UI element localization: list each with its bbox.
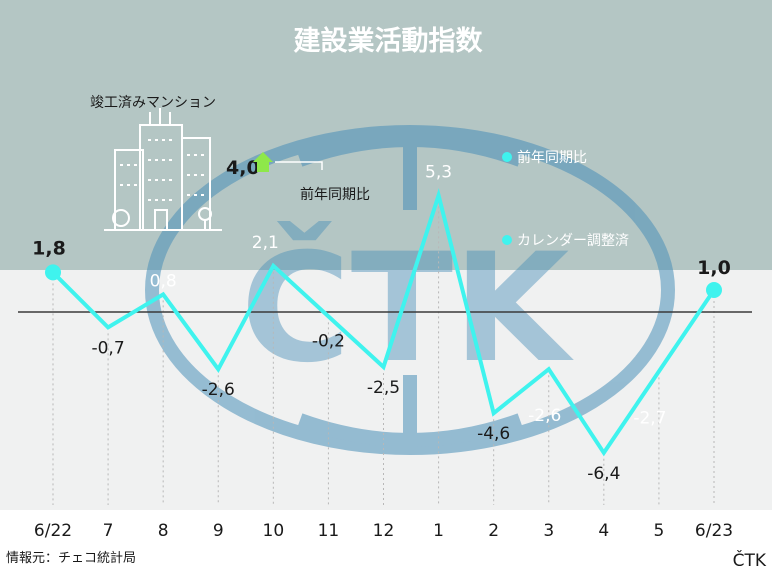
data-label-2: 0,8 (150, 271, 177, 291)
x-tick-label-1: 7 (103, 521, 114, 541)
legend-marker-calendar (502, 235, 512, 245)
inset-label: 竣工済みマンション (90, 95, 216, 111)
x-tick-label-7: 1 (433, 521, 444, 541)
legend-marker-yoy (502, 152, 512, 162)
series-yoy (51, 188, 716, 457)
x-tick-label-0: 6/22 (34, 521, 72, 541)
data-points (45, 264, 722, 298)
inset-callout-line (275, 161, 323, 170)
inset-arrow-up-icon (253, 152, 273, 172)
data-label-5: -0,2 (312, 331, 345, 351)
x-tick-label-5: 11 (318, 521, 340, 541)
data-label-6: -2,5 (367, 378, 400, 398)
data-label-3: -2,6 (202, 380, 235, 400)
data-label-10: -6,4 (587, 464, 620, 484)
x-tick-label-8: 2 (488, 521, 499, 541)
data-labels: 1,8 -0,7 0,8 -2,6 2,1 -0,2 -2,5 5,3 -4,6 -2,6 -6,4… (32, 162, 731, 483)
data-point-12 (706, 282, 722, 298)
series-line-yoy (51, 188, 716, 457)
inset-value: 4,0 (226, 157, 260, 179)
chart-title: 建設業活動指数 (294, 25, 484, 57)
data-label-12: 1,0 (697, 257, 731, 279)
plot-background (0, 270, 772, 510)
x-tick-label-12: 6/23 (695, 521, 733, 541)
x-tick-label-9: 3 (543, 521, 554, 541)
data-label-1: -0,7 (91, 338, 124, 358)
watermark-text: ČTK (241, 221, 574, 396)
data-label-4: 2,1 (252, 233, 279, 253)
data-label-0: 1,8 (32, 237, 66, 259)
x-axis-ticks: 6/22 7 8 9 10 11 12 1 2 3 4 5 6/23 (34, 521, 733, 541)
data-label-9: -2,6 (528, 406, 561, 426)
watermark-logo (145, 125, 675, 455)
legend: 前年同期比 カレンダー調整済 (502, 149, 629, 249)
apartment-building-icon (104, 108, 222, 231)
x-tick-label-4: 10 (263, 521, 285, 541)
x-tick-label-6: 12 (373, 521, 395, 541)
x-tick-label-3: 9 (213, 521, 224, 541)
x-tick-label-10: 4 (598, 521, 609, 541)
legend-label-yoy: 前年同期比 (517, 149, 587, 166)
source-note: 情報元：チェコ統計局 (6, 550, 136, 566)
data-label-8: -4,6 (477, 424, 510, 444)
gridlines (52, 201, 715, 505)
x-tick-label-2: 8 (158, 521, 169, 541)
inset-sub-label: 前年同期比 (300, 186, 370, 203)
x-tick-label-11: 5 (654, 521, 665, 541)
data-label-7: 5,3 (425, 162, 452, 182)
data-label-11: -2,7 (633, 408, 666, 428)
legend-label-calendar: カレンダー調整済 (517, 233, 629, 249)
data-point-0 (45, 264, 61, 281)
brand-mark: ČTK (733, 549, 767, 571)
